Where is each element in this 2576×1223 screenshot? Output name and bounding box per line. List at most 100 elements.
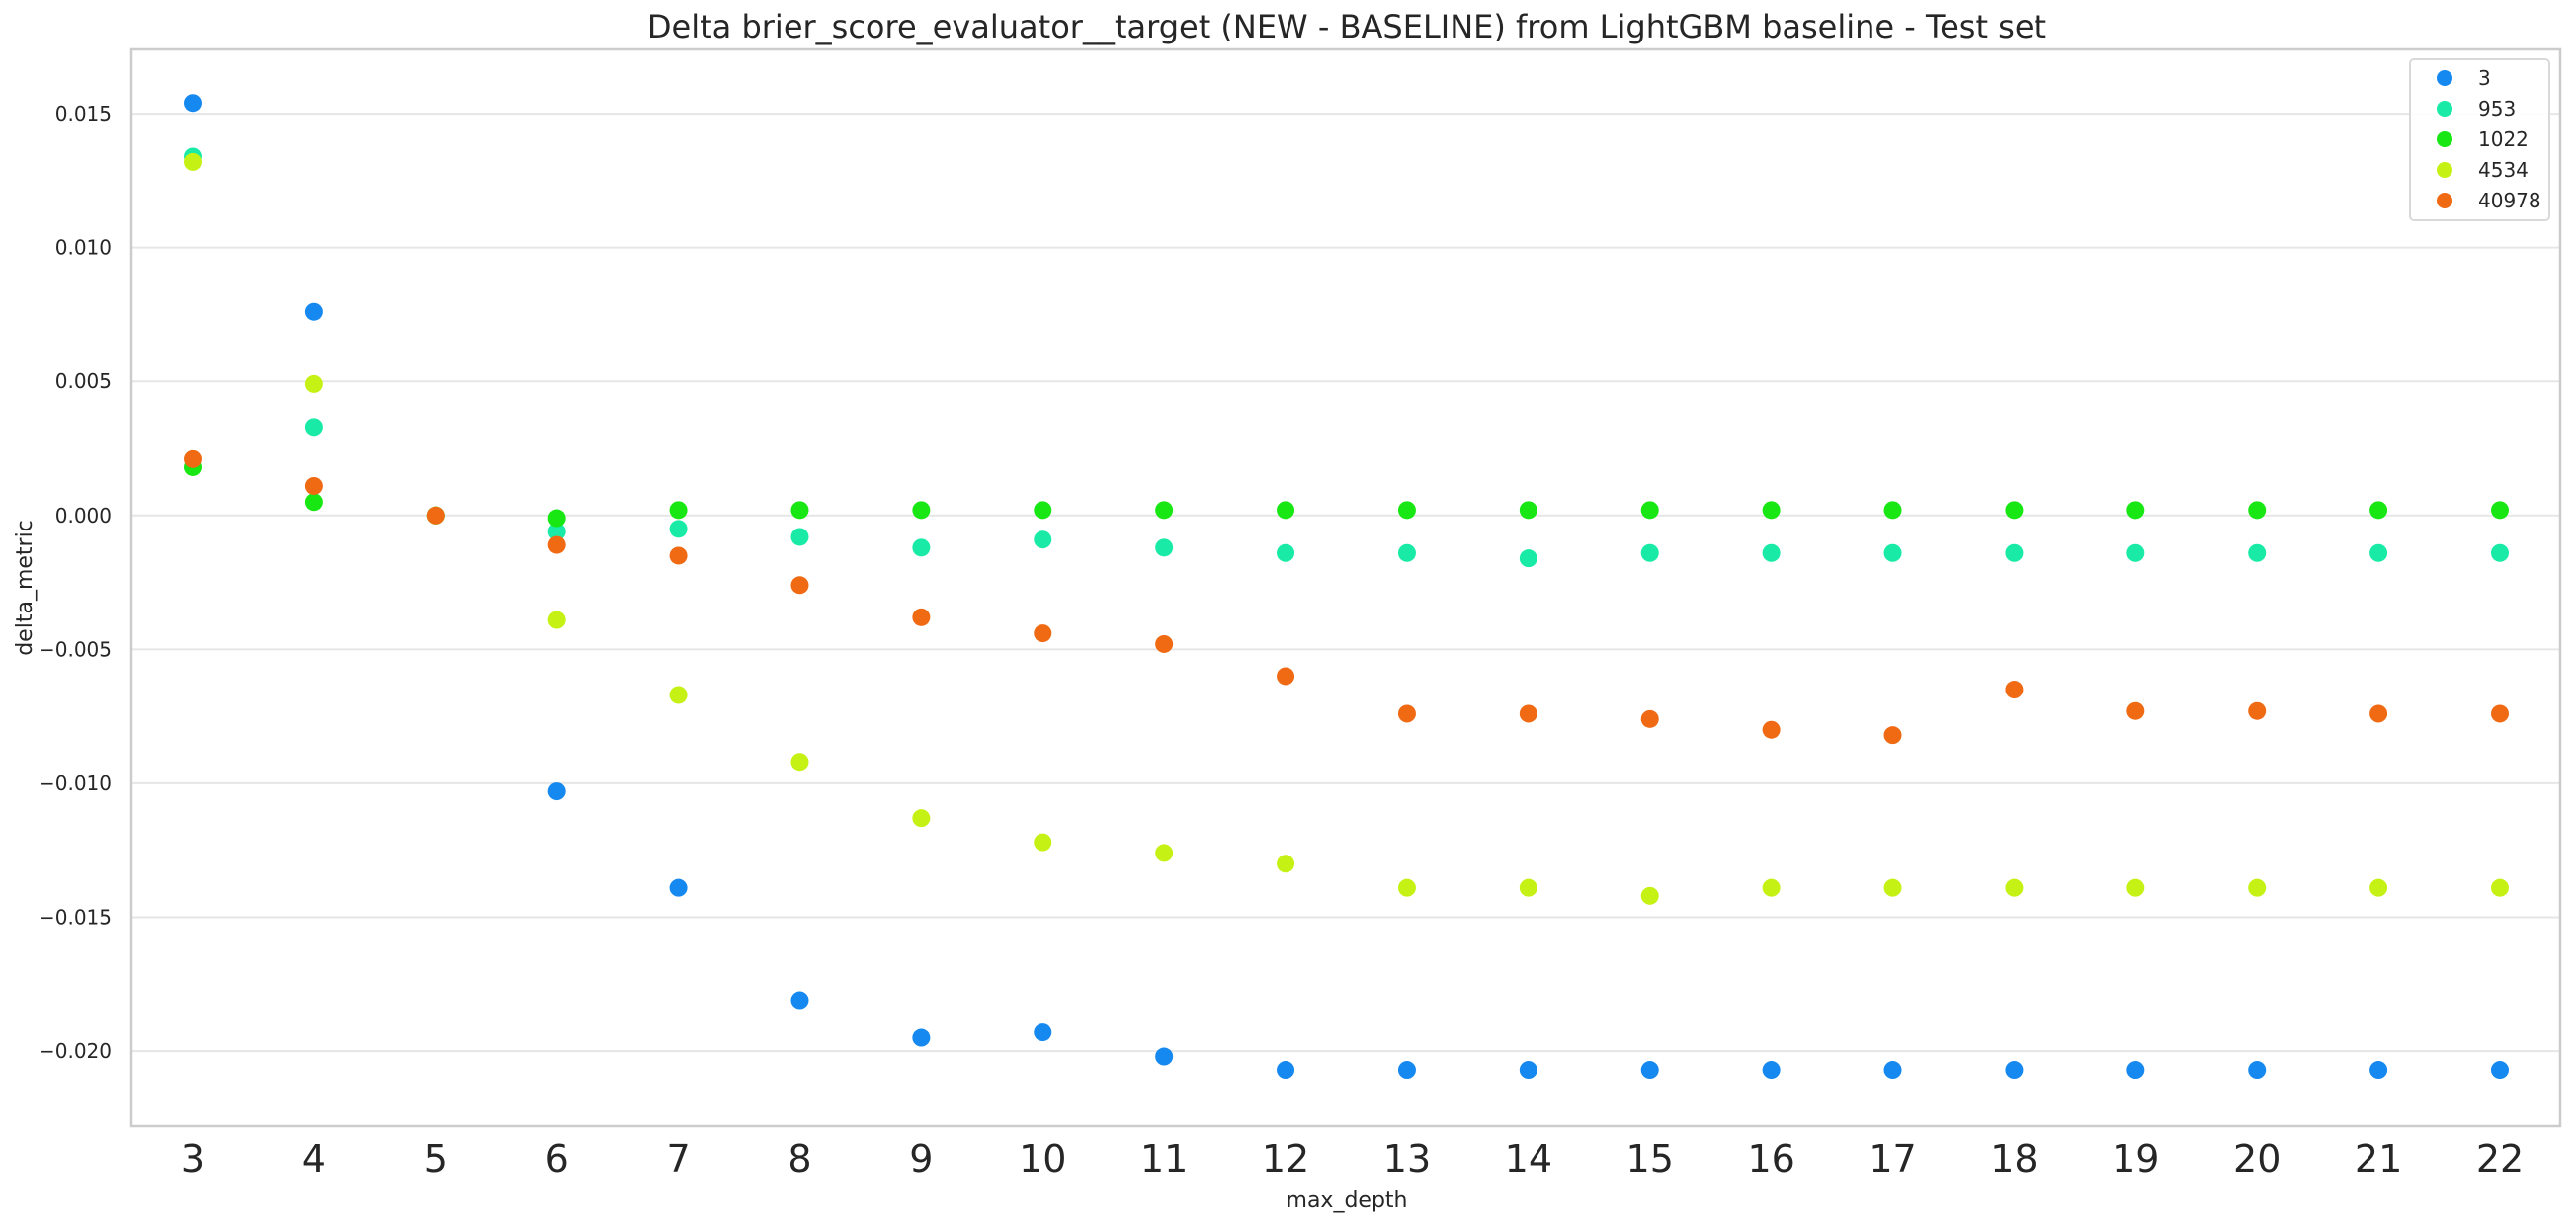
data-point — [1883, 543, 1902, 562]
data-point — [912, 608, 931, 626]
grid-lines — [131, 113, 2560, 1053]
data-point — [2369, 1061, 2388, 1080]
x-axis-label: max_depth — [1287, 1188, 1408, 1213]
legend: 3 953 1022 4534 40978 — [2409, 58, 2550, 221]
data-point — [1883, 501, 1902, 520]
data-point — [1034, 530, 1052, 549]
data-point — [1762, 878, 1781, 897]
data-point — [426, 506, 445, 525]
data-point — [1640, 501, 1659, 520]
x-tick-label: 5 — [424, 1137, 448, 1181]
x-tick-label: 13 — [1383, 1137, 1431, 1181]
data-point — [1397, 543, 1416, 562]
data-point — [2248, 543, 2267, 562]
data-point — [2369, 878, 2388, 897]
data-point — [790, 501, 809, 520]
data-point — [2491, 1061, 2509, 1080]
data-point — [2005, 1061, 2024, 1080]
x-tick-label: 21 — [2355, 1137, 2402, 1181]
x-tick-label: 16 — [1747, 1137, 1794, 1181]
legend-box — [2409, 58, 2550, 221]
data-point — [1519, 501, 1537, 520]
data-point — [2369, 543, 2388, 562]
data-point — [2369, 704, 2388, 723]
series-40978 — [184, 449, 2509, 745]
data-point — [669, 501, 688, 520]
x-tick-label: 6 — [545, 1137, 569, 1181]
data-point — [2005, 543, 2024, 562]
y-tick-label: 0.015 — [55, 102, 112, 125]
y-tick-label: −0.010 — [39, 772, 112, 795]
data-point — [1640, 543, 1659, 562]
data-point — [2005, 501, 2024, 520]
data-point — [1640, 709, 1659, 728]
data-point — [1155, 844, 1174, 862]
data-point — [669, 686, 688, 704]
data-point — [669, 878, 688, 897]
data-point — [304, 374, 323, 393]
data-point — [304, 418, 323, 437]
x-tick-label: 15 — [1626, 1137, 1674, 1181]
data-point — [1640, 1061, 1659, 1080]
legend-item: 3 — [2437, 66, 2491, 90]
legend-label: 953 — [2478, 97, 2516, 121]
data-point — [547, 782, 566, 801]
legend-marker — [2437, 131, 2452, 147]
data-point — [669, 520, 688, 538]
legend-marker — [2437, 162, 2452, 178]
data-point — [1034, 501, 1052, 520]
data-point — [1277, 501, 1295, 520]
data-point — [912, 538, 931, 557]
legend-items: 3 953 1022 4534 40978 — [2437, 66, 2541, 212]
data-point — [2369, 501, 2388, 520]
y-axis-ticks: 0.015 0.010 0.005 0.000 −0.005 −0.010 −0.015 −0… — [39, 102, 112, 1063]
data-point — [790, 528, 809, 546]
data-point — [1640, 886, 1659, 905]
data-point — [304, 302, 323, 321]
data-point — [912, 501, 931, 520]
data-point — [1762, 1061, 1781, 1080]
legend-label: 4534 — [2478, 158, 2529, 182]
x-tick-label: 20 — [2233, 1137, 2281, 1181]
data-point — [669, 546, 688, 565]
legend-item: 40978 — [2437, 189, 2541, 212]
legend-item: 953 — [2437, 97, 2516, 121]
data-point — [790, 576, 809, 595]
y-tick-label: 0.005 — [55, 369, 112, 393]
data-point — [1883, 878, 1902, 897]
x-tick-label: 22 — [2476, 1137, 2524, 1181]
data-point — [1397, 878, 1416, 897]
data-point — [1762, 720, 1781, 739]
series-953 — [184, 147, 2509, 568]
data-point — [1277, 855, 1295, 873]
data-point — [1519, 549, 1537, 568]
y-axis-label: delta_metric — [13, 520, 38, 656]
data-point — [1762, 501, 1781, 520]
data-point — [1519, 878, 1537, 897]
data-point — [1519, 704, 1537, 723]
data-point — [1277, 1061, 1295, 1080]
x-tick-label: 11 — [1140, 1137, 1188, 1181]
data-point — [184, 94, 202, 113]
x-tick-label: 19 — [2112, 1137, 2159, 1181]
y-tick-label: −0.015 — [39, 906, 112, 930]
x-tick-label: 8 — [788, 1137, 811, 1181]
x-axis-ticks: 3 4 5 6 7 8 9 10 11 12 13 14 15 16 17 18 19 20 21 22 — [181, 1137, 2524, 1181]
data-point — [2126, 878, 2145, 897]
data-point — [547, 523, 566, 541]
data-point — [2126, 543, 2145, 562]
data-point — [912, 1028, 931, 1047]
data-point — [2126, 501, 2145, 520]
legend-marker — [2437, 70, 2452, 86]
data-point — [1397, 704, 1416, 723]
legend-label: 40978 — [2478, 189, 2541, 212]
data-point — [304, 476, 323, 495]
x-tick-label: 3 — [181, 1137, 205, 1181]
data-point — [2491, 543, 2509, 562]
data-point — [1883, 726, 1902, 745]
data-point — [1034, 833, 1052, 852]
data-point — [912, 809, 931, 828]
data-point — [1519, 1061, 1537, 1080]
y-tick-label: 0.010 — [55, 236, 112, 260]
data-point — [1277, 667, 1295, 686]
